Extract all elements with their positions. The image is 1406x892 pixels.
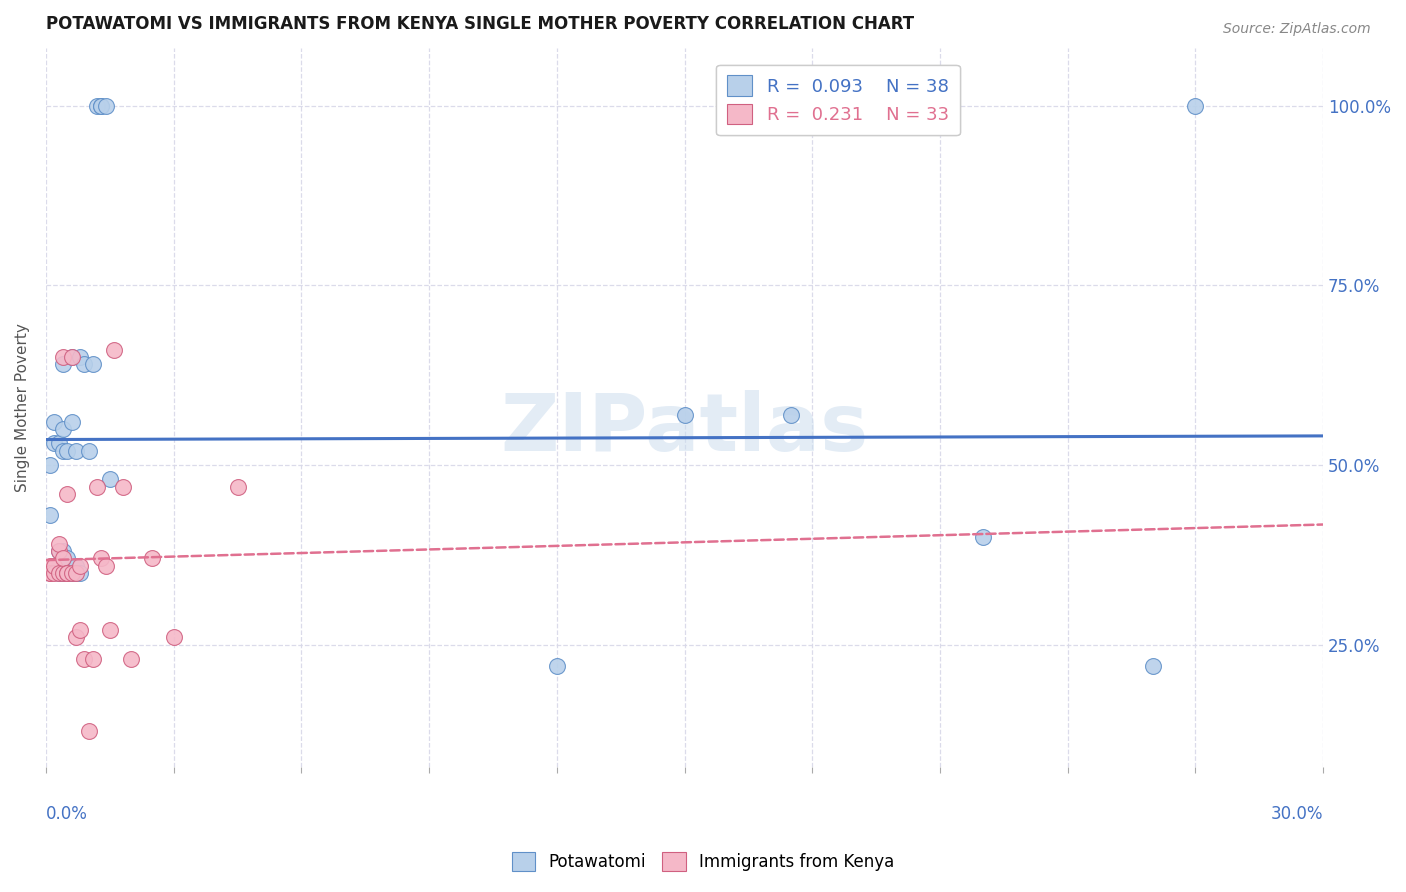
Point bbox=[141, 551, 163, 566]
Point bbox=[56, 566, 79, 580]
Point bbox=[69, 558, 91, 573]
Point bbox=[73, 358, 96, 372]
Point bbox=[60, 351, 83, 365]
Point bbox=[48, 544, 70, 558]
Point bbox=[52, 358, 75, 372]
Point bbox=[780, 408, 803, 422]
Point bbox=[48, 537, 70, 551]
Point bbox=[48, 566, 70, 580]
Point bbox=[82, 358, 104, 372]
Point bbox=[90, 551, 112, 566]
Point bbox=[60, 351, 83, 365]
Point bbox=[56, 566, 79, 580]
Legend: R =  0.093    N = 38, R =  0.231    N = 33: R = 0.093 N = 38, R = 0.231 N = 33 bbox=[716, 64, 959, 136]
Point bbox=[226, 479, 249, 493]
Point bbox=[673, 408, 696, 422]
Point bbox=[98, 472, 121, 486]
Point bbox=[69, 623, 91, 637]
Point bbox=[52, 551, 75, 566]
Point bbox=[65, 566, 87, 580]
Point bbox=[111, 479, 134, 493]
Point bbox=[1142, 659, 1164, 673]
Point bbox=[56, 486, 79, 500]
Point bbox=[86, 99, 108, 113]
Point bbox=[77, 443, 100, 458]
Point bbox=[546, 659, 568, 673]
Point bbox=[52, 566, 75, 580]
Point bbox=[65, 558, 87, 573]
Y-axis label: Single Mother Poverty: Single Mother Poverty bbox=[15, 323, 30, 492]
Text: 30.0%: 30.0% bbox=[1271, 805, 1323, 823]
Point bbox=[1184, 99, 1206, 113]
Point bbox=[52, 566, 75, 580]
Point bbox=[48, 566, 70, 580]
Point bbox=[39, 458, 62, 472]
Point bbox=[44, 558, 66, 573]
Point bbox=[90, 99, 112, 113]
Point bbox=[56, 443, 79, 458]
Point bbox=[56, 566, 79, 580]
Point bbox=[44, 566, 66, 580]
Point bbox=[163, 630, 186, 644]
Point bbox=[44, 415, 66, 429]
Point bbox=[972, 530, 994, 544]
Point bbox=[69, 566, 91, 580]
Point bbox=[48, 558, 70, 573]
Point bbox=[60, 566, 83, 580]
Text: 0.0%: 0.0% bbox=[46, 805, 87, 823]
Point bbox=[52, 422, 75, 436]
Point bbox=[39, 566, 62, 580]
Point bbox=[39, 558, 62, 573]
Point bbox=[77, 723, 100, 738]
Point bbox=[44, 436, 66, 450]
Point bbox=[39, 566, 62, 580]
Point bbox=[120, 652, 142, 666]
Point bbox=[103, 343, 125, 357]
Legend: Potawatomi, Immigrants from Kenya: Potawatomi, Immigrants from Kenya bbox=[503, 843, 903, 880]
Text: Source: ZipAtlas.com: Source: ZipAtlas.com bbox=[1223, 22, 1371, 37]
Point bbox=[48, 436, 70, 450]
Point bbox=[86, 479, 108, 493]
Point bbox=[94, 99, 117, 113]
Point bbox=[60, 566, 83, 580]
Point bbox=[73, 652, 96, 666]
Point bbox=[65, 630, 87, 644]
Point bbox=[82, 652, 104, 666]
Point bbox=[52, 544, 75, 558]
Point bbox=[52, 351, 75, 365]
Point bbox=[48, 544, 70, 558]
Point bbox=[98, 623, 121, 637]
Point bbox=[65, 566, 87, 580]
Point bbox=[65, 443, 87, 458]
Text: ZIPatlas: ZIPatlas bbox=[501, 390, 869, 468]
Point bbox=[94, 558, 117, 573]
Point bbox=[90, 99, 112, 113]
Text: POTAWATOMI VS IMMIGRANTS FROM KENYA SINGLE MOTHER POVERTY CORRELATION CHART: POTAWATOMI VS IMMIGRANTS FROM KENYA SING… bbox=[46, 15, 914, 33]
Point bbox=[60, 415, 83, 429]
Point bbox=[56, 551, 79, 566]
Point bbox=[52, 443, 75, 458]
Point bbox=[69, 351, 91, 365]
Point bbox=[39, 508, 62, 523]
